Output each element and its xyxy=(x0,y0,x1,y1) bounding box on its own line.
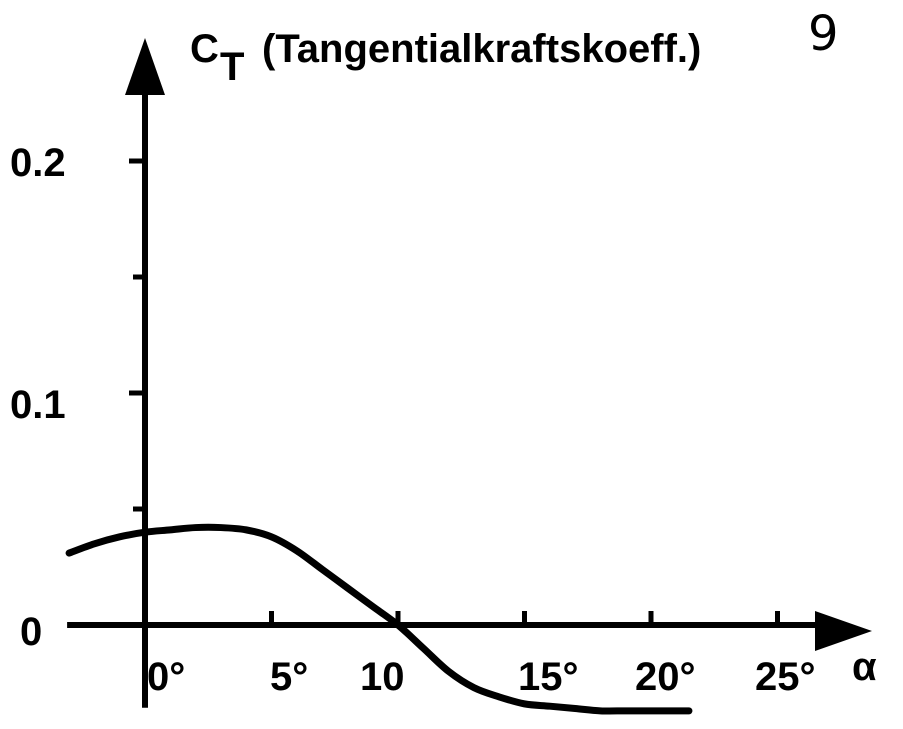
series-line-0 xyxy=(65,523,693,715)
y-axis-symbol: C xyxy=(190,27,219,71)
x-tick-label-0: 0° xyxy=(147,655,185,699)
y-tick-label-0: 0 xyxy=(20,610,42,654)
x-tick-label-25: 25° xyxy=(755,655,816,699)
x-tick-label-15: 15° xyxy=(518,655,579,699)
y-tick-label-0.2: 0.2 xyxy=(10,141,66,185)
x-tick-label-10: 10 xyxy=(360,655,405,699)
y-axis-subscript: T xyxy=(220,45,244,89)
series xyxy=(65,523,693,715)
y-axis-label: (Tangentialkraftskoeff.) xyxy=(262,27,701,71)
ticks xyxy=(129,158,780,625)
axes xyxy=(67,38,872,708)
y-axis-arrowhead xyxy=(125,38,165,95)
x-axis-label: α xyxy=(852,645,877,689)
x-tick-label-20: 20° xyxy=(635,655,696,699)
y-tick-label-0.1: 0.1 xyxy=(10,383,66,427)
x-axis-arrowhead xyxy=(815,611,872,651)
page-number: 9 xyxy=(808,6,839,62)
x-tick-label-5: 5° xyxy=(270,655,308,699)
